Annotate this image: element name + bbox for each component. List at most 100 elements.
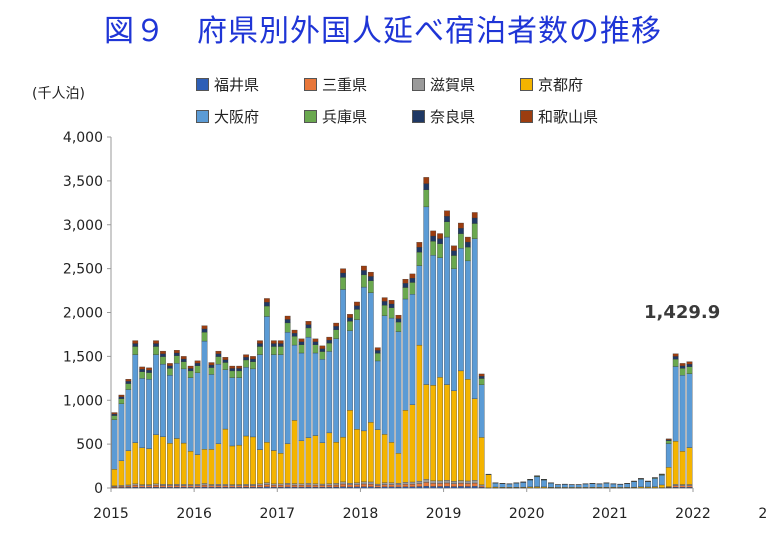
stacked-bar [125,379,132,489]
bar-segment [153,346,159,355]
bar-segment [277,483,284,486]
bar-segment [402,410,409,483]
bar-segment [277,346,284,355]
bar-segment [679,368,686,376]
bar-segment [478,485,485,488]
bar-segment [340,289,346,438]
stacked-bar [471,212,478,489]
stacked-bar [167,363,173,489]
bar-segment [333,326,340,330]
legend-label: 京都府 [538,76,584,94]
bar-segment [409,481,416,485]
bar-segment [409,483,416,487]
bar-segment [257,343,263,347]
bar-segment [471,223,478,239]
bar-segment [250,485,256,488]
bar-segment [444,236,450,385]
bar-segment [298,485,305,488]
stacked-bar [347,314,353,489]
stacked-bar [679,363,686,489]
bar-segment [347,330,353,411]
bar-segment [458,370,464,481]
bar-segment [347,482,353,486]
bar-segment [125,383,132,390]
bar-segment [243,435,249,485]
x-tick-label: 2020 [509,506,545,522]
bar-segment [153,434,159,485]
stacked-bar [596,483,603,489]
stacked-bar [409,273,416,489]
bar-segment [333,329,340,339]
bar-segment [388,307,395,319]
bar-segment [395,486,402,489]
bar-segment [548,483,554,488]
bar-segment [284,332,291,444]
bar-segment [665,438,672,440]
stacked-bar [534,475,540,489]
bar-segment [367,481,374,485]
bar-segment [270,340,277,344]
bar-segment [187,451,194,485]
bar-segment [444,210,450,217]
stacked-bar [250,356,256,489]
bar-segment [603,483,610,488]
bar-segment [257,485,263,488]
bar-segment [236,485,243,488]
bar-segment [277,453,284,485]
bar-segment [132,343,139,347]
bar-segment [381,301,388,306]
stacked-bar [658,473,665,489]
bar-segment [471,482,478,487]
bar-segment [229,368,236,372]
bar-segment [270,450,277,485]
bar-segment [409,273,416,279]
stacked-bar [541,479,547,489]
bar-segment [250,358,256,362]
bar-segment [173,438,180,485]
bar-segment [118,398,125,404]
bar-segment [416,344,423,482]
bar-segment [367,276,374,281]
bar-segment [215,350,222,354]
bar-segment [222,359,229,363]
bar-segment [589,483,596,488]
bar-segment [229,445,236,485]
bar-segment [291,483,298,486]
bar-segment [118,394,125,397]
bar-segment [180,368,187,444]
bar-segment [416,483,423,487]
bar-segment [312,352,319,436]
bar-segment [160,356,166,365]
y-tick-label: 2,500 [63,262,103,278]
bar-segment [679,363,686,367]
bar-segment [388,303,395,308]
bar-segment [333,484,340,488]
bar-segment [423,177,430,184]
stacked-bar [118,394,125,489]
bar-segment [347,486,353,489]
bar-segment [312,341,319,345]
bar-segment [423,485,430,489]
bar-segment [264,305,270,317]
bar-segment [132,340,139,344]
stacked-bar [645,480,651,489]
legend-swatch [520,78,533,91]
bar-segment [194,484,201,486]
legend-swatch [412,78,425,91]
bar-segment [381,484,388,488]
bar-segment [305,324,312,329]
stacked-bar [312,338,319,489]
bar-segment [187,485,194,488]
bar-segment [340,483,346,487]
bar-segment [132,346,139,355]
bar-segment [243,485,249,488]
bar-segment [111,412,118,415]
bar-segment [444,482,450,487]
bar-segment [354,484,360,488]
bar-segment [665,467,672,487]
stacked-bar [284,315,291,489]
bar-segment [340,272,346,278]
bar-segment [451,486,457,489]
bar-segment [167,443,173,485]
bar-segment [686,447,693,485]
